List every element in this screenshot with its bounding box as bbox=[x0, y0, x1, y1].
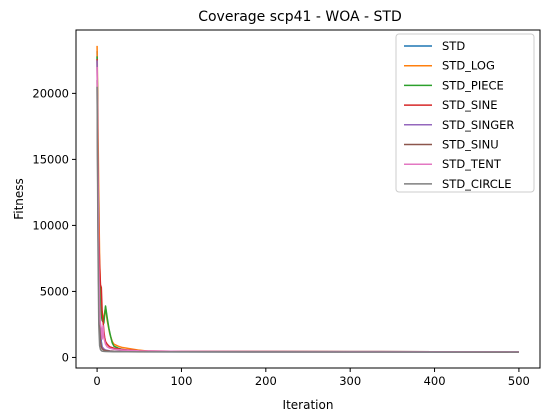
plot-area bbox=[75, 29, 541, 369]
y-tick-label: 10000 bbox=[32, 218, 69, 232]
legend-label-std-sinu: STD_SINU bbox=[442, 138, 499, 152]
x-tick-label: 100 bbox=[170, 374, 192, 388]
x-tick-label: 300 bbox=[339, 374, 361, 388]
legend-label-std-tent: STD_TENT bbox=[442, 157, 502, 171]
legend-items: STD STD_LOG STD_PIECE STD_SINE STD_SINGER STD… bbox=[404, 39, 514, 191]
legend-label-std-circle: STD_CIRCLE bbox=[442, 177, 511, 191]
legend-label-std-singer: STD_SINGER bbox=[442, 118, 514, 132]
legend-label-std-piece: STD_PIECE bbox=[442, 78, 504, 92]
y-axis-label: Fitness bbox=[12, 178, 26, 220]
legend-label-std-log: STD_LOG bbox=[442, 59, 495, 73]
y-tick-label: 0 bbox=[62, 350, 69, 364]
series-layer bbox=[96, 45, 519, 353]
series-line-std-circle bbox=[96, 86, 519, 353]
y-tick-label: 20000 bbox=[32, 86, 69, 100]
y-tick-label: 15000 bbox=[32, 152, 69, 166]
x-tick-label: 0 bbox=[93, 374, 100, 388]
plot-frame bbox=[75, 29, 541, 369]
y-tick-label: 5000 bbox=[40, 284, 69, 298]
legend-label-std: STD bbox=[442, 39, 465, 53]
legend: STD STD_LOG STD_PIECE STD_SINE STD_SINGER STD… bbox=[395, 33, 535, 193]
y-axis-ticks: 0 5000 10000 15000 20000 bbox=[32, 86, 76, 364]
x-tick-label: 200 bbox=[255, 374, 277, 388]
x-tick-label: 500 bbox=[508, 374, 530, 388]
x-tick-label: 400 bbox=[424, 374, 446, 388]
x-axis-ticks: 0 100 200 300 400 500 bbox=[93, 368, 530, 388]
legend-label-std-sine: STD_SINE bbox=[442, 98, 498, 112]
legend-frame bbox=[395, 33, 535, 193]
x-axis-label: Iteration bbox=[283, 398, 334, 412]
chart-title: Coverage scp41 - WOA - STD bbox=[198, 9, 402, 25]
